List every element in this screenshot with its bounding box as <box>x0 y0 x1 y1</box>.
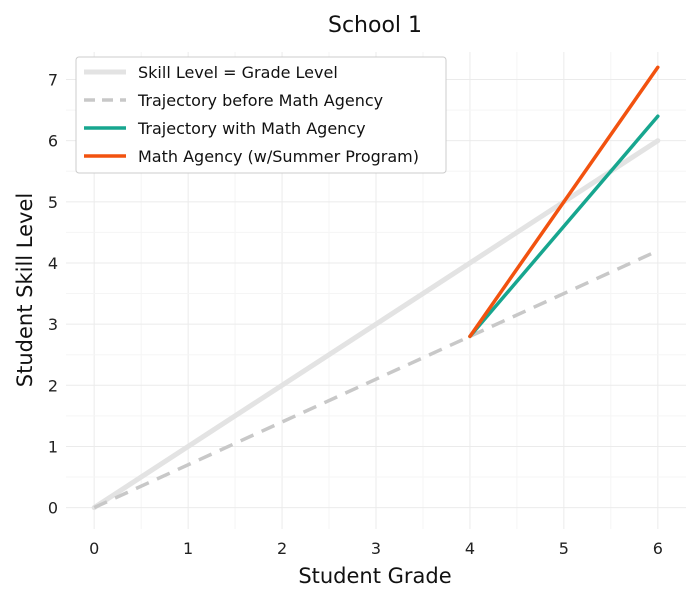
series-line-3 <box>468 114 660 339</box>
x-ticks: 0 1 2 3 4 5 6 <box>89 539 663 558</box>
x-tick-label: 4 <box>465 539 475 558</box>
legend-label-3: Trajectory with Math Agency <box>137 119 366 138</box>
series-line-4 <box>468 65 660 339</box>
legend-label-2: Trajectory before Math Agency <box>137 91 383 110</box>
x-tick-label: 0 <box>89 539 99 558</box>
y-axis-label: Student Skill Level <box>13 193 37 387</box>
y-tick-label: 3 <box>48 315 58 334</box>
y-tick-label: 7 <box>48 71 58 90</box>
y-ticks: 0 1 2 3 4 5 6 7 <box>48 71 58 518</box>
x-axis-label: Student Grade <box>298 564 451 588</box>
legend-label-1: Skill Level = Grade Level <box>138 63 338 82</box>
x-tick-label: 1 <box>183 539 193 558</box>
legend-label-4: Math Agency (w/Summer Program) <box>138 147 419 166</box>
y-tick-label: 0 <box>48 499 58 518</box>
x-tick-label: 5 <box>559 539 569 558</box>
y-tick-label: 2 <box>48 376 58 395</box>
legend-box <box>75 56 447 174</box>
y-tick-label: 6 <box>48 132 58 151</box>
x-tick-label: 2 <box>277 539 287 558</box>
x-tick-label: 6 <box>653 539 663 558</box>
series-line-2 <box>93 249 659 510</box>
y-tick-label: 4 <box>48 254 58 273</box>
legend: Skill Level = Grade Level Trajectory befo… <box>75 56 447 174</box>
y-tick-label: 5 <box>48 193 58 212</box>
x-tick-label: 3 <box>371 539 381 558</box>
y-tick-label: 1 <box>48 437 58 456</box>
series-group <box>91 65 661 511</box>
chart-title: School 1 <box>328 13 422 38</box>
